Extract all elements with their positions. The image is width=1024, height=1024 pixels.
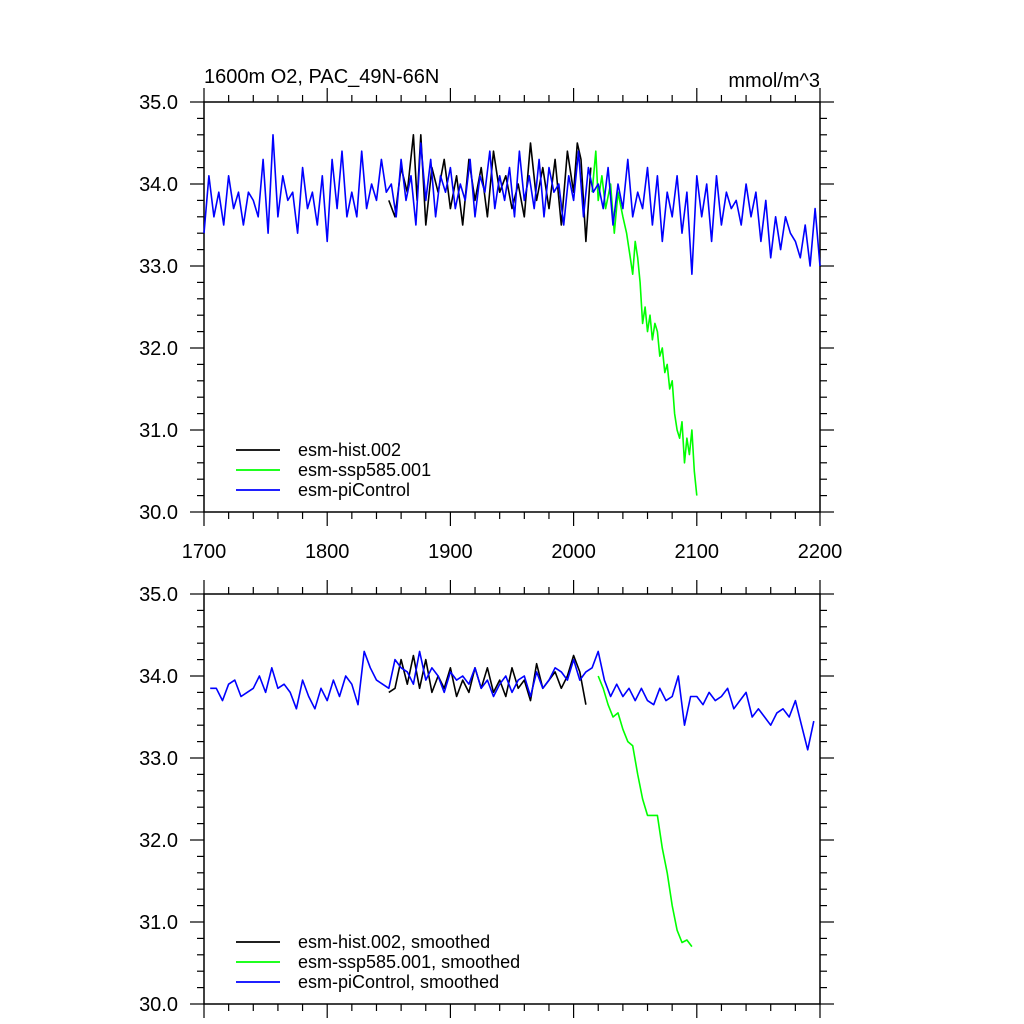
bottom-panel: 30.0 31.0 32.0 33.0 34.0 35.0 esm-hist.002, sm… [139, 580, 834, 1018]
plot-frame [203, 593, 821, 1005]
plot-frame [203, 101, 821, 513]
x-tick-label: 1800 [305, 541, 350, 563]
y-tick-label: 34.0 [139, 174, 178, 196]
series-line [591, 150, 698, 496]
legend-label: esm-ssp585.001 [298, 460, 431, 480]
y-tick-label: 32.0 [139, 830, 178, 852]
series-line [388, 654, 587, 705]
x-tick-label: 2200 [798, 541, 843, 563]
y-tick-label: 35.0 [139, 92, 178, 114]
top-panel: 30.0 31.0 32.0 33.0 34.0 35.0 1700 1800 1900 2000… [139, 88, 842, 563]
legend-label: esm-piControl [298, 480, 410, 500]
legend-label: esm-hist.002, smoothed [298, 932, 490, 952]
y-tick-label: 32.0 [139, 338, 178, 360]
x-tick-label: 1900 [428, 541, 473, 563]
series-line [203, 134, 821, 276]
x-tick-label: 2100 [675, 541, 720, 563]
x-tick-label: 1700 [182, 541, 227, 563]
y-tick-label: 30.0 [139, 502, 178, 524]
legend-label: esm-hist.002 [298, 440, 401, 460]
legend-label: esm-ssp585.001, smoothed [298, 952, 520, 972]
series-line [210, 650, 815, 751]
y-tick-label: 30.0 [139, 994, 178, 1016]
y-tick-label: 35.0 [139, 584, 178, 606]
chart-title: 1600m O2, PAC_49N-66N [204, 66, 439, 88]
y-tick-label: 31.0 [139, 420, 178, 442]
y-tick-label: 33.0 [139, 748, 178, 770]
y-tick-label: 31.0 [139, 912, 178, 934]
x-tick-label: 2000 [551, 541, 596, 563]
y-tick-label: 33.0 [139, 256, 178, 278]
units-label: mmol/m^3 [728, 70, 820, 92]
series-line [597, 675, 693, 948]
y-tick-label: 34.0 [139, 666, 178, 688]
legend-label: esm-piControl, smoothed [298, 972, 499, 992]
